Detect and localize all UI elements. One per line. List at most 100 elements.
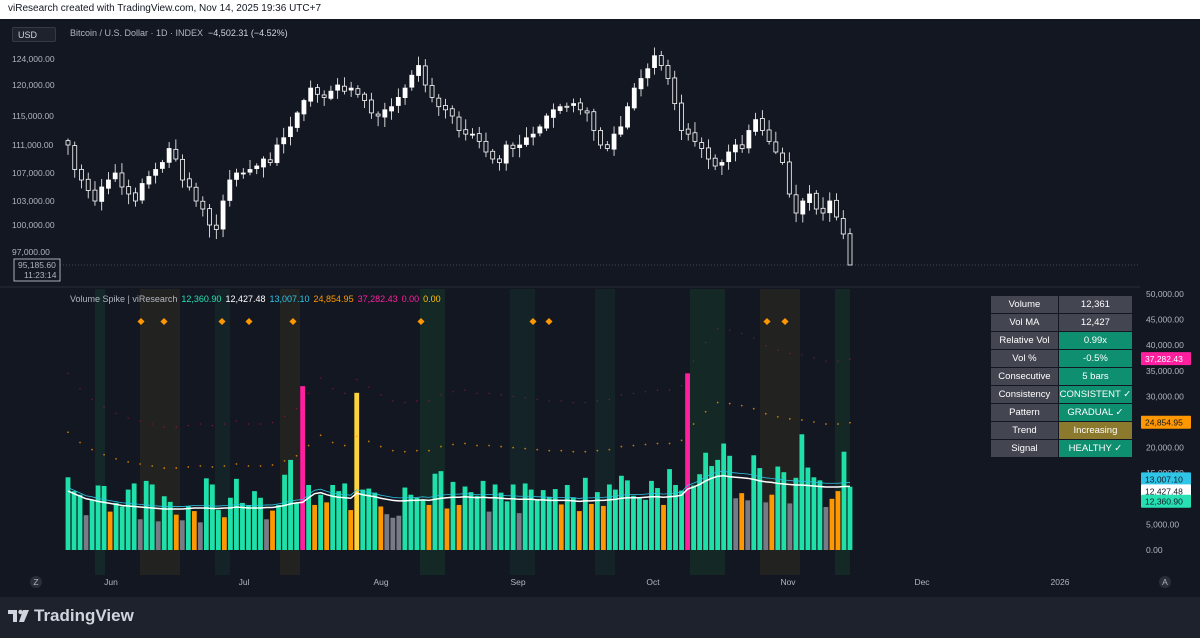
candle	[739, 144, 745, 149]
band-2x-dot	[199, 465, 202, 467]
candle	[234, 172, 239, 180]
price-tick-label: 124,000.00	[12, 54, 55, 64]
currency-button[interactable]: USD	[12, 27, 56, 42]
volume-bar	[492, 484, 498, 550]
volume-axis-label-bg	[1141, 472, 1191, 486]
band-2x-dot	[680, 439, 683, 442]
candle	[557, 106, 563, 111]
candle	[402, 87, 408, 98]
volume-bar	[775, 466, 781, 550]
stats-value: GRADUAL ✓	[1058, 404, 1132, 421]
candle	[544, 115, 550, 129]
volume-bar	[606, 484, 612, 550]
candle	[261, 158, 266, 168]
volume-bar	[811, 477, 817, 550]
stats-value: CONSISTENT ✓	[1058, 386, 1132, 403]
spike-zone	[95, 289, 105, 575]
candle	[665, 65, 671, 79]
stats-value: 12,427	[1058, 314, 1132, 331]
volume-bar	[420, 499, 426, 550]
volume-tick-label: 30,000.00	[1146, 391, 1184, 401]
candle	[456, 116, 462, 131]
band-2x-dot	[175, 467, 178, 469]
volume-bar	[504, 501, 510, 550]
volume-bar	[474, 495, 480, 550]
candle	[840, 218, 846, 235]
volume-bar	[408, 494, 414, 550]
volume-bar	[336, 491, 342, 550]
volume-bar	[222, 517, 227, 550]
indicator-value-4: 37,282.43	[357, 294, 398, 304]
volume-bar	[733, 498, 739, 550]
band-2x-dot	[716, 401, 719, 404]
band-2x-dot	[163, 467, 166, 469]
band-2x-dot	[464, 442, 466, 445]
candle	[72, 145, 78, 170]
volume-bar	[805, 467, 811, 550]
volume-bar	[685, 373, 690, 550]
band-3x-dot	[319, 377, 322, 379]
volume-bar	[528, 489, 534, 550]
band-2x-dot	[379, 445, 382, 448]
tradingview-logo-icon	[8, 609, 29, 622]
timezone-button[interactable]: Z	[30, 576, 42, 588]
chart-canvas[interactable]: 124,000.00 120,000.00 115,000.00 111,000.00…	[0, 19, 1200, 597]
auto-scale-button[interactable]: A	[1159, 576, 1171, 588]
band-3x-dot	[644, 391, 647, 393]
volume-bar	[348, 510, 354, 550]
spike-zone	[215, 289, 230, 575]
volume-bar	[763, 502, 769, 550]
band-2x-dot	[343, 444, 346, 447]
band-3x-dot	[753, 337, 755, 339]
band-3x-dot	[211, 424, 214, 427]
candle	[800, 200, 806, 215]
candle	[550, 109, 556, 118]
volume-bar	[613, 489, 618, 550]
volume-bar	[252, 491, 257, 550]
band-3x-dot	[704, 341, 707, 344]
symbol-change: −4,502.31 (−4.52%)	[208, 28, 288, 38]
volume-axis-label-text: 13,007.10	[1145, 474, 1183, 484]
band-2x-dot	[127, 461, 130, 463]
candle	[348, 87, 354, 91]
candle	[200, 200, 206, 210]
stats-key: Pattern	[991, 404, 1058, 421]
volume-bar	[155, 521, 161, 550]
auto-scale-button-bg	[1159, 576, 1171, 588]
band-3x-dot	[560, 400, 562, 402]
volume-bar	[667, 469, 672, 550]
candle	[746, 130, 752, 149]
band-2x-dot	[668, 442, 671, 445]
indicator-value-3: 24,854.95	[313, 294, 354, 304]
band-3x-dot	[307, 392, 310, 395]
volume-bar	[643, 499, 648, 550]
volume-bar	[799, 434, 805, 550]
candle	[126, 186, 132, 195]
candle	[79, 169, 84, 181]
band-3x-dot	[416, 400, 418, 402]
band-2x-dot	[79, 441, 81, 444]
band-2x-dot	[752, 407, 755, 410]
symbol-legend: Bitcoin / U.S. Dollar · 1D · INDEX −4,50…	[70, 28, 288, 38]
volume-bar	[588, 503, 594, 550]
candle	[685, 128, 691, 135]
stats-value: -0.5%	[1058, 350, 1132, 367]
stats-value: Increasing	[1058, 422, 1132, 439]
stats-key: Vol %	[991, 350, 1058, 367]
candle	[301, 100, 307, 115]
volume-axis-label: 12,360.90	[1141, 494, 1191, 508]
candle	[355, 88, 361, 95]
symbol-name: Bitcoin / U.S. Dollar · 1D · INDEX	[70, 28, 204, 38]
time-axis-label-oct: Oct	[646, 577, 660, 587]
volume-bar	[426, 504, 432, 550]
candle	[65, 140, 71, 146]
band-2x-dot	[584, 450, 587, 453]
chart-area[interactable]: 124,000.00 120,000.00 115,000.00 111,000.00…	[0, 19, 1200, 597]
band-3x-dot	[777, 349, 779, 352]
volume-bar	[534, 499, 540, 550]
volume-bar	[312, 504, 318, 550]
volume-bar	[558, 504, 564, 550]
candle	[119, 172, 125, 188]
band-2x-dot	[800, 419, 803, 421]
band-3x-dot	[259, 423, 262, 425]
